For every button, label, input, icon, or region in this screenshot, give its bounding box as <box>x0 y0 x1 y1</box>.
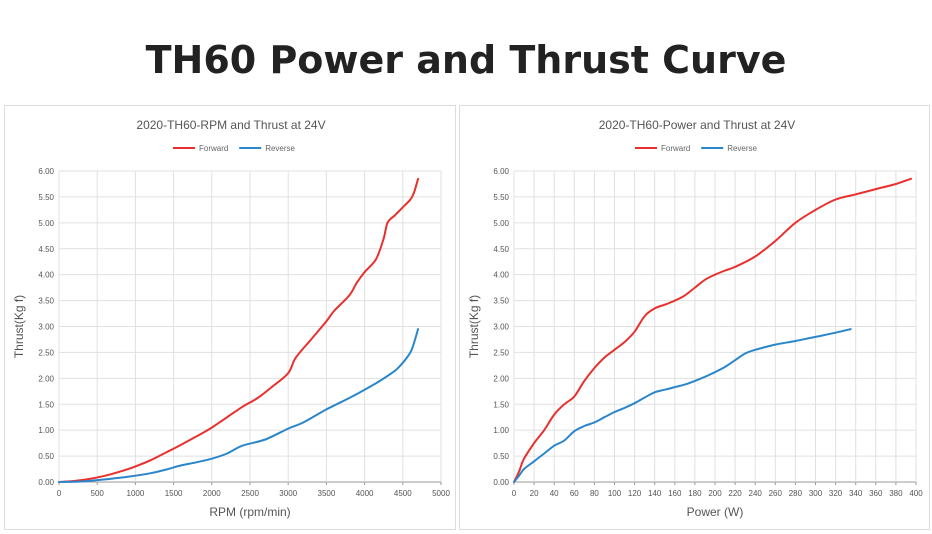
y-tick-label: 3.00 <box>493 323 509 332</box>
y-tick-label: 6.00 <box>38 167 54 176</box>
y-tick-label: 1.50 <box>493 400 509 409</box>
y-tick-label: 4.00 <box>38 271 54 280</box>
y-tick-label: 3.50 <box>38 297 54 306</box>
y-tick-label: 4.00 <box>493 271 509 280</box>
x-tick-label: 3000 <box>279 489 297 498</box>
y-tick-label: 5.00 <box>38 219 54 228</box>
y-tick-label: 5.50 <box>38 193 54 202</box>
x-tick-label: 5000 <box>432 489 450 498</box>
x-axis-label: RPM (rpm/min) <box>209 505 290 519</box>
y-tick-label: 2.50 <box>493 348 509 357</box>
power-thrust-chart-panel: 2020-TH60-Power and Thrust at 24V Forward… <box>459 105 930 530</box>
x-axis-label: Power (W) <box>687 505 744 519</box>
y-tick-label: 6.00 <box>493 167 509 176</box>
y-axis-label: Thrust(Kg f) <box>467 295 481 358</box>
x-tick-label: 120 <box>628 489 642 498</box>
x-tick-label: 180 <box>688 489 702 498</box>
x-tick-label: 4500 <box>394 489 412 498</box>
x-tick-label: 240 <box>749 489 763 498</box>
y-tick-label: 5.00 <box>493 219 509 228</box>
chart-title: 2020-TH60-Power and Thrust at 24V <box>599 118 796 132</box>
legend-label-reverse: Reverse <box>727 144 757 153</box>
x-tick-label: 2500 <box>241 489 259 498</box>
y-tick-label: 4.50 <box>38 245 54 254</box>
x-tick-label: 60 <box>570 489 579 498</box>
rpm-thrust-chart: 2020-TH60-RPM and Thrust at 24V Forward Re… <box>12 118 450 519</box>
y-tick-label: 4.50 <box>493 245 509 254</box>
x-tick-label: 80 <box>590 489 599 498</box>
x-tick-label: 160 <box>668 489 682 498</box>
series-line-forward <box>513 177 912 483</box>
y-tick-label: 0.00 <box>493 478 509 487</box>
series-line-reverse <box>58 328 420 483</box>
chart-legend: Forward Reverse <box>173 144 296 153</box>
page-title: TH60 Power and Thrust Curve <box>145 38 787 82</box>
y-tick-label: 0.00 <box>38 478 54 487</box>
chart-legend: Forward Reverse <box>635 144 758 153</box>
x-tick-label: 200 <box>708 489 722 498</box>
x-tick-label: 0 <box>57 489 62 498</box>
x-tick-label: 0 <box>512 489 517 498</box>
y-tick-label: 1.50 <box>38 400 54 409</box>
y-tick-label: 1.00 <box>38 426 54 435</box>
x-tick-label: 260 <box>769 489 783 498</box>
x-tick-label: 1000 <box>127 489 145 498</box>
x-tick-label: 500 <box>91 489 105 498</box>
y-tick-label: 3.50 <box>493 297 509 306</box>
chart-title: 2020-TH60-RPM and Thrust at 24V <box>136 118 325 132</box>
y-tick-label: 3.00 <box>38 323 54 332</box>
y-tick-label: 2.00 <box>493 374 509 383</box>
legend-label-reverse: Reverse <box>265 144 295 153</box>
legend-label-forward: Forward <box>199 144 228 153</box>
y-tick-label: 1.00 <box>493 426 509 435</box>
power-thrust-chart: 2020-TH60-Power and Thrust at 24V Forward… <box>467 118 923 519</box>
series-line-forward <box>58 177 420 483</box>
x-tick-label: 300 <box>809 489 823 498</box>
x-tick-label: 400 <box>909 489 923 498</box>
y-tick-label: 2.50 <box>38 348 54 357</box>
x-tick-label: 320 <box>829 489 843 498</box>
x-tick-label: 2000 <box>203 489 221 498</box>
legend-label-forward: Forward <box>661 144 690 153</box>
y-axis-label: Thrust(Kg f) <box>12 295 26 358</box>
x-tick-label: 40 <box>550 489 559 498</box>
rpm-thrust-chart-panel: 2020-TH60-RPM and Thrust at 24V Forward Re… <box>4 105 456 530</box>
series-line-reverse <box>513 328 852 483</box>
x-tick-label: 140 <box>648 489 662 498</box>
x-tick-label: 380 <box>889 489 903 498</box>
x-tick-label: 220 <box>728 489 742 498</box>
x-tick-label: 340 <box>849 489 863 498</box>
x-tick-label: 20 <box>530 489 539 498</box>
x-tick-label: 3500 <box>318 489 336 498</box>
x-tick-label: 4000 <box>356 489 374 498</box>
y-tick-label: 5.50 <box>493 193 509 202</box>
x-tick-label: 100 <box>608 489 622 498</box>
y-tick-label: 0.50 <box>38 452 54 461</box>
x-tick-label: 1500 <box>165 489 183 498</box>
x-tick-label: 280 <box>789 489 803 498</box>
y-tick-label: 2.00 <box>38 374 54 383</box>
y-tick-label: 0.50 <box>493 452 509 461</box>
x-tick-label: 360 <box>869 489 883 498</box>
